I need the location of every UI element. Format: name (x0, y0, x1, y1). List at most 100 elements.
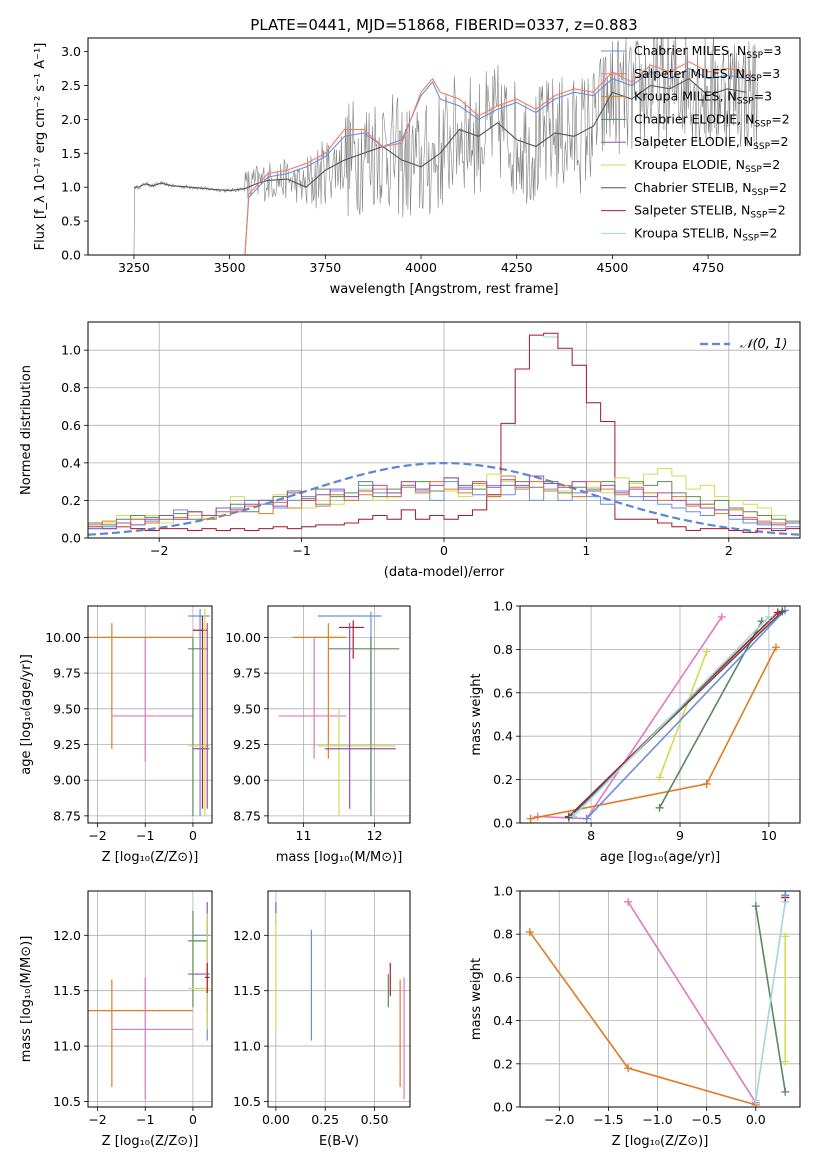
residual-histogram (88, 332, 800, 533)
x-axis-label: Z [log₁₀(Z/Z⊙)] (102, 850, 199, 865)
ticks-Z_age: −2 −1 0 8.75 9.00 9.25 9.50 9.75 10.00 (45, 630, 197, 843)
y-tick-label: 10.00 (225, 630, 261, 645)
ticks-age_weight: 8 9 10 0.0 0.2 0.4 0.6 0.8 1.0 (493, 599, 777, 844)
y-axis-label: mass [log₁₀(M/M⊙)] (19, 936, 34, 1063)
ticks-mass_age: 11 12 8.75 9.00 9.25 9.50 9.75 10.00 (225, 630, 382, 843)
x-tick-label: −2.0 (544, 1112, 574, 1127)
y-tick-label: 1.0 (61, 180, 81, 195)
x-axis-label: E(B-V) (319, 1134, 359, 1149)
x-tick-label: 3250 (118, 260, 150, 275)
x-tick-label: 0 (189, 828, 197, 843)
axes-frame (87, 321, 801, 539)
legend-subscript: SSP (745, 165, 762, 175)
y-tick-label: 9.00 (233, 773, 261, 788)
weight-marker (781, 891, 790, 900)
weight-marker (569, 812, 578, 821)
y-tick-label: 0.0 (493, 816, 513, 831)
y-tick-label: 9.75 (233, 666, 261, 681)
y-tick-label: 0.0 (61, 531, 81, 546)
y-tick-label: 0.6 (61, 418, 81, 433)
y-tick-label: 9.50 (53, 701, 81, 716)
legend-subscript: SSP (745, 74, 762, 84)
model-spectrum (88, 61, 747, 255)
y-tick-label: 10.5 (53, 1094, 81, 1109)
weight-marker (525, 928, 534, 937)
weight-marker (751, 1096, 760, 1105)
legend-entry: Kroupa MILES, NSSP=3 (634, 89, 772, 107)
x-tick-label: 10 (761, 828, 777, 843)
plot-area-Z_mass (88, 891, 212, 1107)
y-tick-label: 1.0 (61, 343, 81, 358)
legend-entry: Chabrier STELIB, NSSP=2 (634, 180, 787, 198)
y-tick-label: 0.2 (61, 493, 81, 508)
axes-Z_mass: −2 −1 0 10.5 11.0 11.5 12.0 Z [log₁₀(Z/Z⊙)] mass… (19, 890, 213, 1149)
chart-title: PLATE=0441, MJD=51868, FIBERID=0337, z=0… (250, 16, 637, 34)
x-tick-label: 0 (440, 543, 448, 558)
y-tick-label: 0.5 (61, 214, 81, 229)
legend-text: Kroupa STELIB, N (634, 225, 742, 240)
x-tick-label: 0.50 (361, 1112, 389, 1127)
weight-marker (781, 932, 790, 941)
y-tick-label: 10.00 (45, 630, 81, 645)
axes-frame (267, 605, 411, 824)
legend-text: Salpeter ELODIE, N (634, 134, 753, 149)
y-tick-label: 9.75 (53, 666, 81, 681)
x-tick-label: 4250 (501, 260, 533, 275)
x-tick-label: −2 (88, 1112, 106, 1127)
y-tick-label: 0.8 (61, 380, 81, 395)
model-spectrum (133, 78, 747, 192)
ticks-Z_weight: −2.0 −1.5 −1.0 −0.5 0.0 0.0 0.2 0.4 0.6 0.8 1.0 (493, 884, 766, 1128)
legend-entry: Kroupa ELODIE, NSSP=2 (634, 157, 780, 175)
legend-entry: Salpeter MILES, NSSP=3 (634, 66, 780, 84)
weight-line (658, 651, 708, 778)
y-tick-label: 12.0 (53, 928, 81, 943)
x-tick-label: 1 (582, 543, 590, 558)
legend-subscript: SSP (752, 188, 769, 198)
legend-text: =2 (767, 203, 785, 218)
ticks-Z_mass: −2 −1 0 10.5 11.0 11.5 12.0 (53, 928, 197, 1127)
x-tick-label: −1 (136, 1112, 154, 1127)
axes-frame (87, 890, 213, 1108)
x-axis-label: (data-model)/error (384, 565, 505, 580)
plot-area-Z_age (88, 606, 212, 823)
axes-residuals: −2 −1 0 1 2 0.0 0.2 0.4 0.6 0.8 1.0 (data-model)/er… (19, 321, 801, 580)
legend-text: =3 (762, 66, 780, 81)
y-tick-label: 2.0 (61, 112, 81, 127)
axes-frame (87, 37, 801, 256)
y-tick-label: 11.0 (53, 1039, 81, 1054)
y-tick-label: 0.0 (493, 1100, 513, 1115)
x-tick-label: 4750 (692, 260, 724, 275)
x-tick-label: −0.5 (691, 1112, 721, 1127)
weight-marker (702, 647, 711, 656)
legend-text: =3 (754, 89, 772, 104)
y-tick-label: 1.0 (493, 884, 513, 899)
weight-marker (778, 607, 787, 616)
weight-line (529, 931, 757, 1106)
y-tick-label: 2.5 (61, 78, 81, 93)
legend-entry: Salpeter STELIB, NSSP=2 (634, 203, 786, 221)
x-tick-label: 9 (676, 828, 684, 843)
plot-area-EBV_mass (268, 891, 410, 1107)
y-tick-label: 11.5 (233, 983, 261, 998)
y-axis-label: mass weight (469, 958, 484, 1040)
x-tick-label: 4500 (597, 260, 629, 275)
x-tick-label: −2 (150, 543, 168, 558)
ticks-spectrum: 3250 3500 3750 4000 4250 4500 4750 0.0 0.5 1.0 1.5… (61, 44, 724, 275)
axes-spectrum: 3250 3500 3750 4000 4250 4500 4750 0.0 0.5 1.0 1.5… (33, 16, 801, 297)
x-tick-label: 0 (189, 1112, 197, 1127)
ticks-EBV_mass: 0.00 0.25 0.50 10.5 11.0 11.5 12.0 (233, 928, 388, 1127)
weight-marker (582, 814, 591, 823)
legend-text: Chabrier STELIB, N (634, 180, 752, 195)
legend-subscript: SSP (742, 233, 759, 243)
x-tick-label: 2 (725, 543, 733, 558)
legend: 𝒩(0, 1) (700, 337, 787, 352)
x-tick-label: 0.25 (311, 1112, 339, 1127)
plot-area-Z_weight (520, 891, 800, 1107)
weight-marker (717, 612, 726, 621)
y-axis-label: mass weight (469, 673, 484, 755)
x-axis-label: age [log₁₀(age/yr)] (600, 850, 721, 865)
legend-text: Kroupa MILES, N (634, 89, 737, 104)
model-spectrum (88, 67, 747, 255)
x-tick-label: 0.00 (262, 1112, 290, 1127)
